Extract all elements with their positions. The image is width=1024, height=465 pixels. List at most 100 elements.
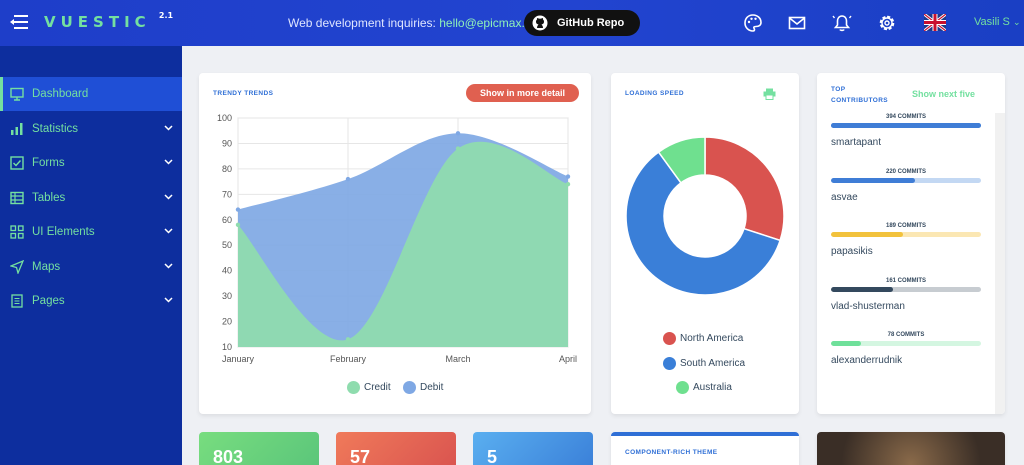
app-logo[interactable]: VUESTIC 2.1 <box>44 11 174 31</box>
inquiry-email-link[interactable]: hello@epicmax.co <box>439 16 538 30</box>
menu-toggle-icon[interactable] <box>10 14 28 30</box>
stat-value: 803 <box>213 447 244 465</box>
sidebar-item-tables[interactable]: Tables <box>0 181 182 215</box>
notification-bell-icon[interactable] <box>832 13 852 33</box>
data-point <box>455 131 461 136</box>
contributor-name: alexanderrudnik <box>831 355 903 366</box>
contributor-name: papasikis <box>831 246 873 257</box>
stat-value: 57 <box>350 447 371 465</box>
y-tick-label: 100 <box>217 113 232 123</box>
data-point <box>565 181 571 187</box>
gear-icon[interactable] <box>877 13 897 33</box>
contributor-item: 161 COMMITS vlad-shusterman <box>831 278 981 312</box>
show-more-detail-button[interactable]: Show in more detail <box>466 84 579 102</box>
commit-progress-bar <box>831 286 981 292</box>
sidebar-item-pages[interactable]: Pages <box>0 284 182 318</box>
loading-speed-title: LOADING SPEED <box>625 90 685 97</box>
checkbox-icon <box>10 156 24 170</box>
legend-swatch <box>676 381 689 394</box>
donut-slice-australia <box>657 136 706 184</box>
chevron-down-icon: ⌄ <box>1012 17 1021 27</box>
top-contributors-card: TOP CONTRIBUTORS Show next five 394 COMMI… <box>817 73 1005 414</box>
user-menu[interactable]: Vasili S ⌄ <box>974 16 1021 28</box>
sidebar-item-label: Dashboard <box>32 88 89 100</box>
sidebar-item-statistics[interactable]: Statistics <box>0 112 182 146</box>
contributor-item: 394 COMMITS smartapant <box>831 114 981 148</box>
y-tick-label: 50 <box>222 240 232 250</box>
image-card <box>817 432 1005 465</box>
sidebar-item-maps[interactable]: Maps <box>0 250 182 284</box>
sidebar-item-label: Maps <box>32 261 61 273</box>
monitor-icon <box>10 87 24 101</box>
commit-progress-bar <box>831 341 981 346</box>
loading-speed-card: LOADING SPEED North America South Americ… <box>611 73 799 414</box>
commit-count: 394 COMMITS <box>885 114 926 120</box>
mail-icon[interactable] <box>787 13 807 33</box>
legend-north-america[interactable]: North America <box>663 332 743 345</box>
commit-progress-fill <box>831 286 893 292</box>
loading-speed-donut <box>625 136 785 296</box>
commit-progress-fill <box>831 177 915 183</box>
contributor-name: vlad-shusterman <box>831 300 905 312</box>
legend-swatch <box>403 381 416 394</box>
show-next-five-link[interactable]: Show next five <box>912 89 976 99</box>
chevron-down-icon <box>164 263 173 269</box>
data-point <box>235 222 241 228</box>
legend-swatch <box>663 332 676 345</box>
contributor-item: 220 COMMITS asvae <box>831 169 981 203</box>
commit-progress-fill <box>831 123 981 128</box>
stat-card-1: 803 <box>199 432 319 465</box>
github-icon <box>532 15 548 31</box>
y-tick-label: 20 <box>222 317 232 327</box>
contributor-item: 189 COMMITS papasikis <box>831 223 981 257</box>
data-point <box>345 337 351 342</box>
legend-south-america[interactable]: South America <box>663 357 745 370</box>
table-icon <box>10 191 24 205</box>
contributor-name: smartapant <box>831 137 882 148</box>
sidebar-item-dashboard[interactable]: Dashboard <box>0 77 182 111</box>
theme-card-title: COMPONENT-RICH THEME <box>625 449 718 456</box>
data-point <box>565 174 571 179</box>
chevron-down-icon <box>164 228 173 234</box>
legend-debit[interactable]: Debit <box>403 381 443 394</box>
data-point <box>455 146 461 151</box>
legend-credit[interactable]: Credit <box>347 381 391 394</box>
theme-card: COMPONENT-RICH THEME <box>611 432 799 465</box>
send-icon <box>10 260 24 274</box>
x-tick-label: April <box>559 354 577 364</box>
contributor-item: 78 COMMITS alexanderrudnik <box>831 332 981 366</box>
sidebar-item-ui-elements[interactable]: UI Elements <box>0 215 182 249</box>
commit-count: 189 COMMITS <box>885 223 926 229</box>
y-tick-label: 30 <box>222 291 232 301</box>
github-repo-label: GitHub Repo <box>557 17 625 29</box>
palette-icon[interactable] <box>743 13 763 33</box>
legend-swatch <box>663 357 676 370</box>
chevron-down-icon <box>164 194 173 200</box>
commit-progress-fill <box>831 232 903 237</box>
commit-progress-fill <box>831 341 861 346</box>
uk-flag-icon[interactable] <box>924 14 946 31</box>
sidebar-item-label: Forms <box>32 157 65 169</box>
x-tick-label: January <box>222 354 255 364</box>
sidebar: Dashboard Statistics Forms Tables UI Ele… <box>0 46 182 465</box>
sidebar-item-forms[interactable]: Forms <box>0 146 182 180</box>
y-tick-label: 80 <box>222 164 232 174</box>
data-point <box>345 176 351 182</box>
grid-icon <box>10 225 24 239</box>
top-contributors-title: TOP CONTRIBUTORS <box>831 86 889 104</box>
data-point <box>235 207 241 212</box>
printer-icon[interactable] <box>763 88 776 100</box>
commit-progress-bar <box>831 123 981 128</box>
stat-card-3: 5 <box>473 432 593 465</box>
y-tick-label: 60 <box>222 215 232 225</box>
commit-count: 78 COMMITS <box>887 332 925 338</box>
y-tick-label: 90 <box>222 138 232 148</box>
github-repo-button[interactable]: GitHub Repo <box>524 10 640 36</box>
legend-australia[interactable]: Australia <box>676 381 732 394</box>
scrollbar[interactable] <box>995 113 1005 414</box>
sidebar-item-label: UI Elements <box>32 226 95 238</box>
y-tick-label: 40 <box>222 266 232 276</box>
chevron-down-icon <box>164 297 173 303</box>
donut-slice-north-america <box>704 136 785 242</box>
donut-slice-south-america <box>625 151 782 296</box>
